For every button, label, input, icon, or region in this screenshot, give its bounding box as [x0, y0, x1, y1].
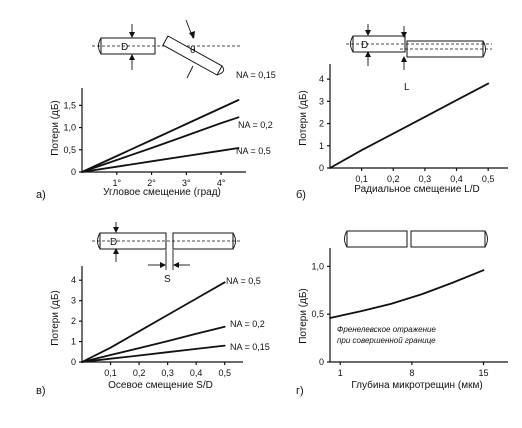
series-line: [81, 147, 240, 173]
y-axis-label: Потери (дБ): [298, 90, 309, 146]
y-tick-label: 0: [71, 357, 76, 367]
series-label: NA = 0,5: [236, 146, 271, 156]
series-line: [81, 325, 226, 363]
x-axis-label: Глубина микротрещин (мкм): [351, 379, 482, 391]
series-line: [81, 99, 240, 173]
arrowhead-top: [365, 30, 371, 36]
x-tick-label: 0,2: [133, 368, 146, 378]
series-label: NA = 0,2: [238, 120, 273, 130]
panel-letter: г): [296, 385, 304, 397]
l-arrowhead-top: [401, 32, 407, 38]
x-tick-label: 2°: [147, 178, 156, 188]
y-tick-label: 4: [319, 74, 324, 84]
x-tick-label: 3°: [182, 178, 191, 188]
series-line: [329, 269, 485, 319]
fiber-left: [346, 230, 408, 248]
y-tick-label: 1: [71, 337, 76, 347]
x-tick-label: 0,1: [104, 368, 117, 378]
x-tick-label: 0,1: [355, 174, 368, 184]
x-tick-label: 0,4: [190, 368, 203, 378]
x-tick-label: 0,4: [450, 174, 463, 184]
x-tick-label: 1: [338, 368, 343, 378]
x-tick-label: 0,3: [419, 174, 432, 184]
x-tick-label: 1°: [112, 178, 121, 188]
diagram-axial: D S: [92, 222, 240, 285]
y-tick-label: 0,5: [63, 145, 76, 155]
fiber-right-end: [232, 232, 236, 250]
y-tick-label: 2: [71, 316, 76, 326]
x-tick-label: 0,2: [387, 174, 400, 184]
diagram-label-d: D: [361, 40, 368, 51]
theta-arrowhead-top: [189, 31, 195, 39]
series-label: NA = 0,15: [230, 342, 270, 352]
fiber-right-end: [484, 230, 488, 248]
x-tick-label: 0,5: [482, 174, 495, 184]
fiber-right: [410, 230, 486, 248]
arrowhead-bottom: [129, 54, 135, 60]
series-line: [329, 82, 490, 169]
series-label: NA = 0,5: [226, 276, 261, 286]
x-tick-label: 8: [409, 368, 414, 378]
x-tick-label: 15: [479, 368, 489, 378]
series-line: [81, 116, 240, 173]
annotation-text: Френелевское отражение: [337, 325, 436, 334]
y-axis-label: Потери (дБ): [50, 290, 61, 346]
y-tick-label: 0: [319, 357, 324, 367]
s-arrowhead-left: [160, 262, 166, 268]
x-axis-label: Осевое смещение S/D: [108, 380, 213, 391]
diagram-label-theta: θ: [190, 45, 196, 56]
diagram-label-d: D: [121, 42, 128, 53]
y-tick-label: 1: [319, 141, 324, 151]
y-axis-label: Потери (дБ): [50, 100, 61, 156]
fiber-left-end: [344, 230, 348, 248]
theta-arrow-bottom: [186, 65, 194, 79]
x-tick-label: 4°: [217, 178, 226, 188]
y-tick-label: 2: [319, 119, 324, 129]
y-tick-label: 0,5: [311, 309, 324, 319]
diagram-angular: D θ: [92, 19, 240, 79]
arrowhead-top: [129, 32, 135, 38]
diagram-endface: [344, 230, 488, 248]
s-arrowhead-right: [173, 262, 179, 268]
series-label: NA = 0,2: [230, 319, 265, 329]
y-tick-label: 0: [319, 163, 324, 173]
y-tick-label: 3: [71, 296, 76, 306]
diagram-label-l: L: [404, 82, 410, 93]
y-tick-label: 4: [71, 275, 76, 285]
diagram-radial: D L: [346, 24, 492, 93]
chart-angular: 0 0,5 1,0 1,5 1° 2° 3° 4°Угловое смещение (град…: [36, 70, 276, 201]
y-tick-label: 0: [71, 167, 76, 177]
panel-letter: в): [36, 385, 46, 397]
series-line: [81, 281, 226, 363]
fiber-right-end: [216, 65, 225, 76]
y-axis-label: Потери (дБ): [298, 288, 309, 344]
annotation-text: при совершенной границе: [337, 336, 436, 345]
y-tick-label: 1,0: [63, 123, 76, 133]
chart-axial: 0 1 2 3 4 0,1 0,2 0,3 0,4 0,5 Осевое смещение S/D П…: [36, 266, 270, 397]
x-axis-label: Радиальное смещение L/D: [354, 184, 479, 195]
series-line: [81, 344, 226, 363]
diagram-label-s: S: [164, 274, 171, 285]
panel-letter: б): [296, 189, 306, 201]
diagram-label-d: D: [110, 237, 117, 248]
panel-letter: а): [36, 189, 46, 201]
series-label: NA = 0,15: [236, 70, 276, 80]
x-tick-label: 0,5: [218, 368, 231, 378]
y-tick-label: 1,0: [311, 261, 324, 271]
arrowhead-bottom: [113, 248, 119, 254]
x-axis-label: Угловое смещение (град): [103, 187, 221, 198]
l-arrowhead-bottom: [401, 56, 407, 62]
fiber-left-end: [350, 35, 354, 53]
arrowhead-bottom: [365, 51, 371, 57]
arrowhead-top: [113, 227, 119, 233]
y-tick-label: 3: [319, 96, 324, 106]
y-tick-label: 1,5: [63, 100, 76, 110]
x-tick-label: 0,3: [161, 368, 174, 378]
